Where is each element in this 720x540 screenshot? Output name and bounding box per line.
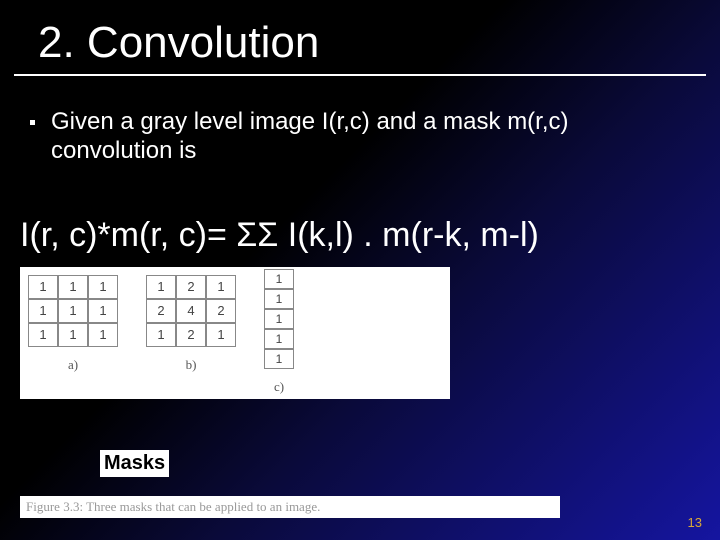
masks-title: Masks	[100, 450, 169, 477]
mask-cell: 4	[176, 299, 206, 323]
mask-cell: 1	[28, 323, 58, 347]
mask-cell: 1	[58, 299, 88, 323]
mask-a-label: a)	[68, 357, 78, 373]
mask-cell: 2	[146, 299, 176, 323]
bullet-text: Given a gray level image I(r,c) and a ma…	[51, 108, 680, 166]
page-number: 13	[688, 515, 702, 530]
mask-cell: 1	[264, 269, 294, 289]
figure-caption: Figure 3.3: Three masks that can be appl…	[20, 496, 560, 518]
mask-cell: 1	[146, 323, 176, 347]
mask-cell: 1	[264, 309, 294, 329]
mask-cell: 1	[146, 275, 176, 299]
mask-cell: 1	[28, 299, 58, 323]
mask-cell: 1	[206, 323, 236, 347]
mask-cell: 2	[176, 323, 206, 347]
mask-cell: 1	[88, 275, 118, 299]
convolution-formula: I(r, c)*m(r, c)= ΣΣ I(k,l) . m(r-k, m-l)	[0, 166, 720, 255]
mask-cell: 2	[176, 275, 206, 299]
mask-b-label: b)	[186, 357, 197, 373]
bullet-item: Given a gray level image I(r,c) and a ma…	[0, 76, 720, 166]
mask-cell: 1	[264, 289, 294, 309]
mask-b: 121242121 b)	[146, 275, 236, 399]
mask-cell: 1	[28, 275, 58, 299]
mask-cell: 1	[264, 329, 294, 349]
mask-c: 11111 c)	[264, 275, 294, 399]
mask-cell: 1	[264, 349, 294, 369]
mask-cell: 1	[206, 275, 236, 299]
slide-title: 2. Convolution	[0, 0, 720, 74]
mask-a: 111111111 a)	[28, 275, 118, 399]
mask-c-label: c)	[274, 379, 284, 395]
mask-cell: 1	[88, 323, 118, 347]
mask-cell: 2	[206, 299, 236, 323]
mask-cell: 1	[88, 299, 118, 323]
mask-cell: 1	[58, 275, 88, 299]
mask-cell: 1	[58, 323, 88, 347]
bullet-dot-icon	[30, 120, 35, 125]
masks-figure: 111111111 a) 121242121 b) 11111 c)	[20, 267, 450, 399]
